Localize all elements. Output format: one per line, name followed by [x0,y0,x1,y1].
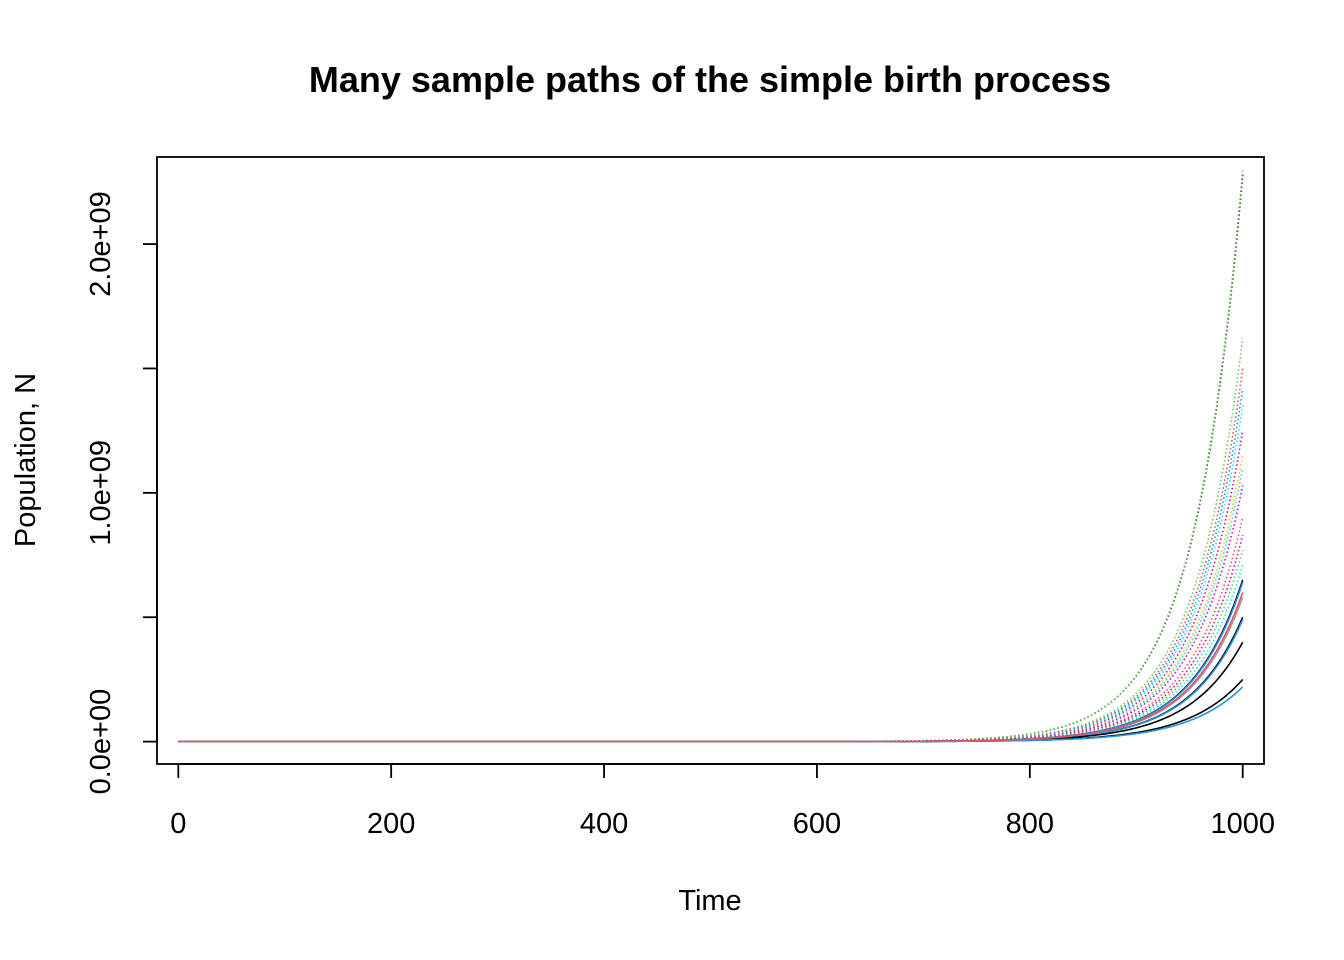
y-tick-label: 1.0e+09 [85,440,117,546]
plot-frame [156,156,1265,765]
x-tick-label: 0 [170,808,186,840]
y-tick-label: 0.0e+00 [85,689,117,795]
chart-title: Many sample paths of the simple birth pr… [309,59,1111,100]
y-axis-label: Population, N [10,373,42,547]
x-tick-label: 200 [367,808,415,840]
x-tick-label: 800 [1006,808,1054,840]
y-tick-label: 2.0e+09 [85,191,117,297]
x-tick-label: 600 [793,808,841,840]
x-tick-label: 400 [580,808,628,840]
series-layer [178,169,1244,743]
x-axis-label: Time [678,885,741,917]
series-line-23 [178,592,1244,743]
axes-layer: 0 200 400 600 800 1000 0.0e+00 1.0e+09 2.0e+09 [85,191,1275,840]
x-tick-label: 1000 [1210,808,1275,840]
